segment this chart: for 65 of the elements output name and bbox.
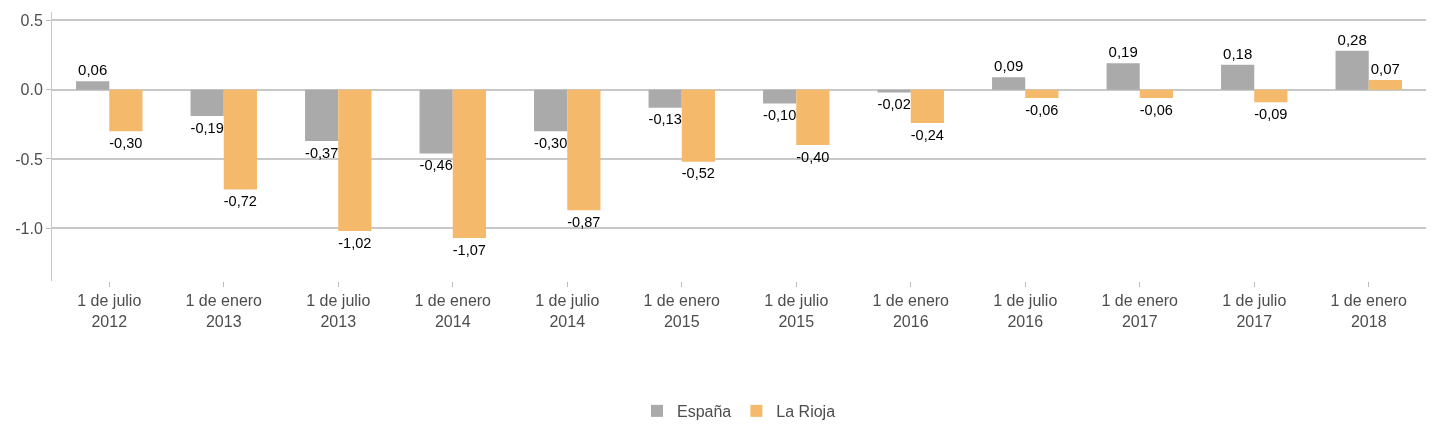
- bar: [1221, 64, 1255, 90]
- bar: [1025, 89, 1059, 98]
- bar: [190, 89, 224, 116]
- bar: [452, 89, 486, 239]
- data-label: 0,19: [1108, 43, 1138, 61]
- bar: [567, 89, 601, 211]
- bar: [1368, 79, 1402, 90]
- y-tick-label: -0.5: [15, 150, 43, 168]
- bar: [910, 89, 944, 123]
- bar: [223, 89, 257, 190]
- bar: [1106, 63, 1140, 90]
- x-tick-label: 1 de enero 2017: [1101, 292, 1179, 330]
- x-tick-label: 1 de enero 2015: [643, 292, 721, 330]
- data-label: -0,30: [534, 134, 568, 151]
- bar: [338, 89, 372, 232]
- data-label: -0,46: [419, 157, 453, 174]
- data-label: -0,30: [109, 134, 143, 151]
- data-label: -0,87: [567, 213, 601, 230]
- x-tick-label: 1 de julio 2017: [1222, 292, 1287, 330]
- x-tick-label: 1 de enero 2014: [414, 292, 492, 330]
- data-label: -1,02: [338, 234, 372, 251]
- bar: [1139, 89, 1173, 98]
- bar: [763, 89, 797, 104]
- data-label: 0,06: [78, 61, 108, 79]
- data-label: 0,07: [1370, 59, 1400, 77]
- bar: [76, 81, 110, 90]
- data-label: -1,07: [452, 241, 486, 258]
- data-label: -0,19: [190, 119, 224, 136]
- bar: [681, 89, 715, 162]
- data-label: -0,06: [1025, 101, 1059, 118]
- x-tick-label: 1 de julio 2016: [993, 292, 1058, 330]
- x-tick-label: 1 de julio 2013: [306, 292, 371, 330]
- data-label: 0,18: [1223, 44, 1253, 62]
- y-tick-label: 0.5: [20, 11, 43, 29]
- data-label: -0,10: [763, 107, 797, 124]
- x-tick-label: 1 de julio 2014: [535, 292, 600, 330]
- legend-label: España: [677, 403, 732, 421]
- y-tick-label: -1.0: [15, 219, 43, 237]
- x-tick-label: 1 de enero 2018: [1330, 292, 1408, 330]
- x-tick-label: 1 de enero 2016: [872, 292, 950, 330]
- data-label: -0,02: [877, 96, 911, 113]
- legend-label: La Rioja: [776, 403, 836, 421]
- x-tick-label: 1 de julio 2012: [77, 292, 142, 330]
- data-label: -0,24: [910, 126, 944, 143]
- data-label: -0,06: [1139, 101, 1173, 118]
- data-label: -0,37: [305, 144, 339, 161]
- data-label: 0,09: [994, 57, 1024, 75]
- bar: [992, 77, 1026, 90]
- bar: [1254, 89, 1288, 103]
- bar: [419, 89, 453, 154]
- data-label: -0,09: [1254, 105, 1288, 122]
- bar: [796, 89, 830, 146]
- data-label: 0,28: [1337, 30, 1367, 48]
- data-label: -0,72: [223, 193, 257, 210]
- bar: [305, 89, 339, 141]
- bar: [534, 89, 568, 132]
- bar: [648, 89, 682, 108]
- x-tick-label: 1 de julio 2015: [764, 292, 829, 330]
- y-tick-label: 0.0: [20, 81, 43, 99]
- x-tick-label: 1 de enero 2013: [185, 292, 263, 330]
- bar: [1335, 50, 1369, 90]
- data-label: -0,40: [796, 148, 830, 165]
- bar: [109, 89, 143, 132]
- data-label: -0,52: [681, 165, 715, 182]
- data-label: -0,13: [648, 111, 682, 128]
